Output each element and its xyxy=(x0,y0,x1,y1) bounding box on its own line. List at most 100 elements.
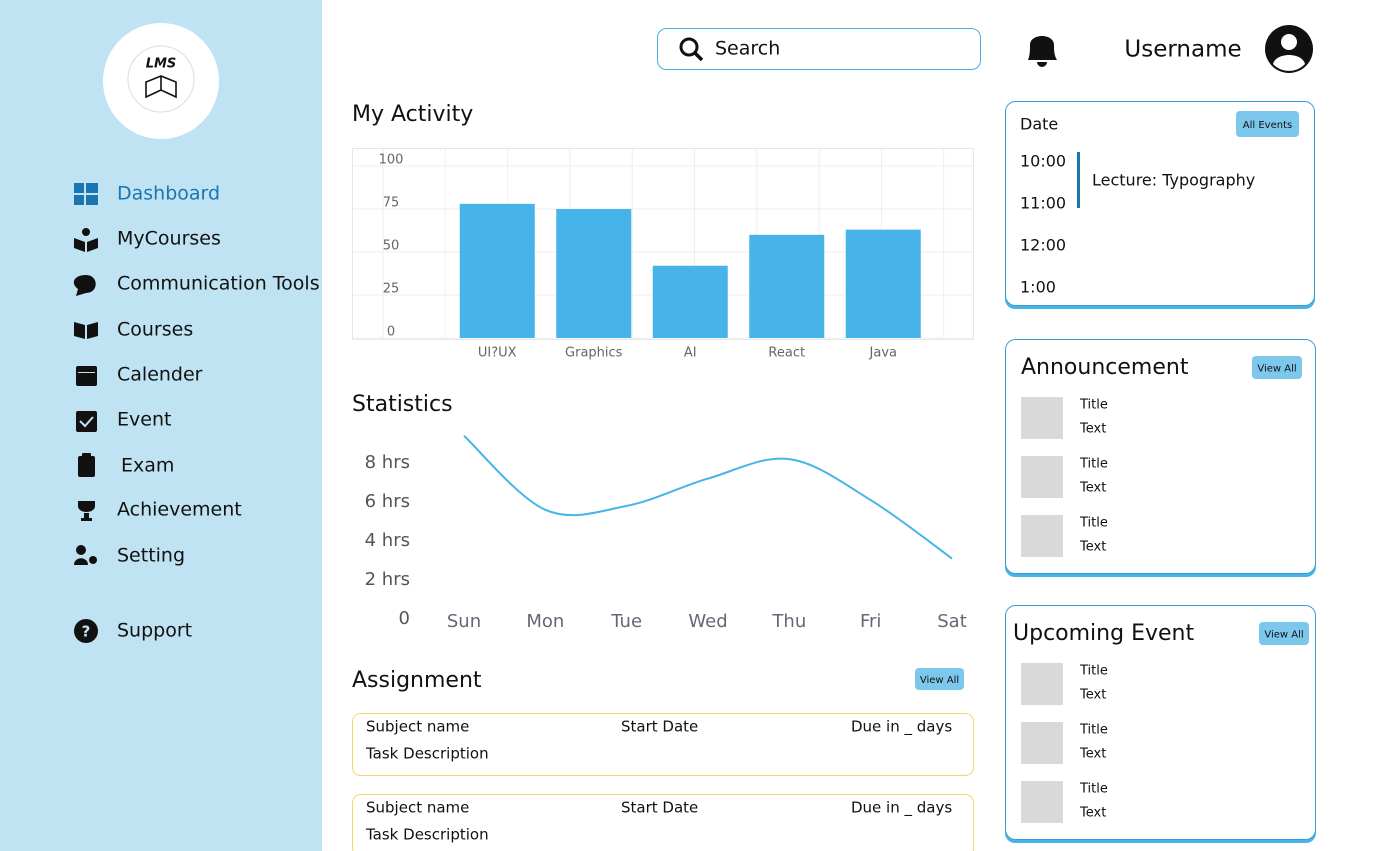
search-icon-handle xyxy=(693,51,704,62)
card-title: Upcoming Event xyxy=(1013,621,1194,646)
nav-item[interactable]: Communication Tools xyxy=(117,273,320,295)
task-description: Task Description xyxy=(365,826,489,844)
avatar-head xyxy=(1281,34,1297,50)
x-tick-label: Graphics xyxy=(565,346,623,361)
item-title[interactable]: Title xyxy=(1079,398,1108,413)
thumbnail xyxy=(1021,456,1063,498)
section-title: My Activity xyxy=(352,102,473,127)
bar xyxy=(845,229,921,338)
view-all-button[interactable] xyxy=(1259,622,1309,645)
start-date: Start Date xyxy=(621,799,698,817)
nav-item[interactable]: Calender xyxy=(117,364,203,386)
y-tick-label: 6 hrs xyxy=(365,491,410,512)
bar xyxy=(749,234,825,338)
x-tick-label: Fri xyxy=(860,611,881,632)
x-tick-label: Tue xyxy=(610,611,642,632)
subject-name: Subject name xyxy=(366,718,469,736)
nav-item[interactable]: Achievement xyxy=(117,499,242,521)
y-tick-label: 8 hrs xyxy=(365,452,410,473)
bar xyxy=(459,203,535,338)
nav-item[interactable]: Event xyxy=(117,409,171,431)
y-tick-label: 0 xyxy=(399,608,410,629)
item-title[interactable]: Title xyxy=(1079,782,1108,797)
nav-item[interactable]: MyCourses xyxy=(117,228,221,250)
username[interactable]: Username xyxy=(1124,37,1241,63)
item-text: Text xyxy=(1079,481,1106,496)
task-description: Task Description xyxy=(365,745,489,763)
event-time: 12:00 xyxy=(1020,236,1066,255)
button-label[interactable]: View All xyxy=(1257,364,1296,375)
y-tick-label: 0 xyxy=(387,325,395,340)
y-tick-label: 100 xyxy=(379,153,404,168)
nav-item[interactable]: Courses xyxy=(117,319,193,341)
button-label[interactable]: View All xyxy=(1264,630,1303,641)
section-title: Assignment xyxy=(352,668,482,693)
view-all-button[interactable] xyxy=(915,668,964,690)
bell-icon[interactable] xyxy=(1028,36,1057,67)
y-tick-label: 50 xyxy=(383,239,400,254)
item-text: Text xyxy=(1079,422,1106,437)
item-title[interactable]: Title xyxy=(1079,516,1108,531)
item-title[interactable]: Title xyxy=(1079,723,1108,738)
item-title[interactable]: Title xyxy=(1079,457,1108,472)
subject-name: Subject name xyxy=(366,799,469,817)
thumbnail xyxy=(1021,722,1063,764)
item-title[interactable]: Title xyxy=(1079,664,1108,679)
item-text: Text xyxy=(1079,540,1106,555)
x-tick-label: UI?UX xyxy=(478,346,517,361)
thumbnail xyxy=(1021,663,1063,705)
bar xyxy=(556,209,632,338)
line-series xyxy=(463,434,953,560)
nav-icons: ? xyxy=(73,183,98,643)
search-placeholder[interactable]: Search xyxy=(715,38,780,60)
y-tick-label: 75 xyxy=(383,196,400,211)
card xyxy=(1005,605,1316,840)
thumbnail xyxy=(1021,515,1063,557)
logo-text: LMS xyxy=(146,57,177,72)
logo-ring xyxy=(127,45,195,113)
nav-item[interactable]: Setting xyxy=(117,545,185,567)
event-label[interactable]: Lecture: Typography xyxy=(1092,171,1255,190)
view-all-button[interactable] xyxy=(1236,111,1299,137)
thumbnail xyxy=(1021,781,1063,823)
due-days: Due in _ days xyxy=(851,799,952,818)
start-date: Start Date xyxy=(621,718,698,736)
item-text: Text xyxy=(1079,688,1106,703)
search-box[interactable] xyxy=(657,28,981,70)
svg-text:?: ? xyxy=(82,623,91,641)
thumbnail xyxy=(1021,397,1063,439)
button-label[interactable]: All Events xyxy=(1243,120,1292,131)
card xyxy=(1005,101,1315,306)
avatar-body xyxy=(1273,55,1305,71)
x-tick-label: Sun xyxy=(447,611,481,632)
y-tick-label: 25 xyxy=(383,282,400,297)
x-tick-label: Mon xyxy=(526,611,564,632)
x-tick-label: AI xyxy=(684,346,697,361)
nav-item[interactable]: Support xyxy=(117,620,192,642)
section-title: Statistics xyxy=(352,392,453,417)
bar xyxy=(652,265,728,338)
card-title: Announcement xyxy=(1021,355,1189,380)
x-tick-label: React xyxy=(768,346,805,361)
nav-item[interactable]: Dashboard xyxy=(117,183,220,205)
y-tick-label: 2 hrs xyxy=(365,569,410,590)
sidebar xyxy=(0,0,322,851)
item-text: Text xyxy=(1079,747,1106,762)
event-bar xyxy=(1077,152,1080,208)
events-date: Date xyxy=(1020,115,1058,134)
button-label[interactable]: View All xyxy=(920,675,959,686)
x-tick-label: Sat xyxy=(937,611,967,632)
assignment-card[interactable] xyxy=(352,794,974,851)
event-time: 11:00 xyxy=(1020,194,1066,213)
assignment-card[interactable] xyxy=(352,713,974,776)
event-time: 1:00 xyxy=(1020,278,1056,297)
view-all-button[interactable] xyxy=(1252,356,1302,379)
event-time: 10:00 xyxy=(1020,152,1066,171)
x-tick-label: Java xyxy=(869,346,897,361)
item-text: Text xyxy=(1079,806,1106,821)
x-tick-label: Wed xyxy=(688,611,727,632)
card xyxy=(1005,339,1316,574)
nav-item[interactable]: Exam xyxy=(121,455,174,477)
